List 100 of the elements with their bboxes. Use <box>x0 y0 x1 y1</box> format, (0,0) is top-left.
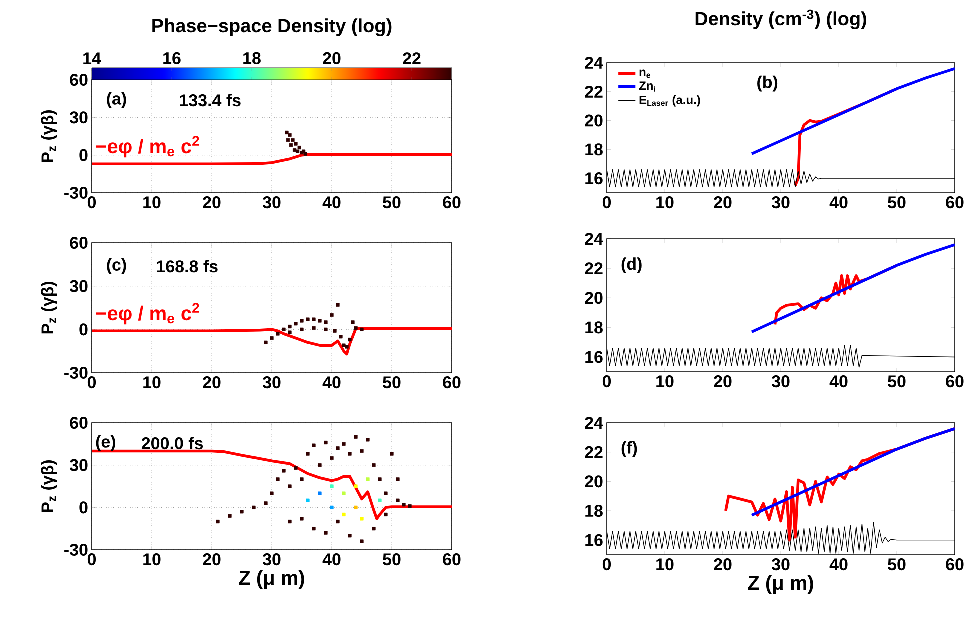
y-tick-label: 60 <box>70 236 88 250</box>
point <box>216 520 220 524</box>
annotation: (e) <box>96 435 116 452</box>
point <box>360 328 364 332</box>
point <box>366 478 370 482</box>
x-tick-label: 10 <box>144 196 161 209</box>
x-tick-label: 0 <box>602 196 612 209</box>
annotation: (c) <box>107 258 126 274</box>
x-tick-label: 60 <box>946 376 964 388</box>
color-bar-label: 16 <box>164 52 181 64</box>
annotation: 200.0 fs <box>142 437 204 450</box>
y-tick-label: 30 <box>70 459 88 472</box>
y-tick-label: 16 <box>586 351 603 364</box>
x-tick-label: 40 <box>830 376 848 388</box>
x-tick-label: 40 <box>322 196 341 209</box>
x-tick-label: 60 <box>443 376 461 389</box>
x-tick-label: 50 <box>888 196 906 209</box>
legend-label: Zn$_{i}$ <box>639 82 656 92</box>
point <box>354 484 358 488</box>
point <box>228 514 232 518</box>
x-tick-label: 10 <box>656 558 674 571</box>
point <box>286 138 290 142</box>
point <box>348 452 352 456</box>
point <box>333 329 337 333</box>
annotation: 133.4 fs <box>180 94 241 107</box>
x-tick-label: 30 <box>262 196 281 209</box>
x-tick-label: 0 <box>88 376 96 389</box>
point <box>396 498 400 502</box>
point <box>300 478 304 482</box>
y-tick-label: 18 <box>586 504 603 518</box>
point <box>336 446 340 450</box>
color-bar-label: 22 <box>403 52 421 64</box>
series-label: −eφ / m$_{e}$ c$^{2}$ <box>96 136 200 158</box>
point <box>318 464 322 468</box>
x-tick-label: 10 <box>144 554 161 566</box>
x-tick-label: 40 <box>322 376 341 389</box>
point <box>264 502 268 506</box>
point <box>330 484 334 488</box>
series-label: −eφ / m$_{e}$ c$^{2}$ <box>96 303 200 325</box>
point <box>336 520 340 524</box>
point <box>348 534 352 538</box>
color-bar-label: 18 <box>244 52 261 64</box>
point <box>342 344 346 348</box>
annotation: (a) <box>107 92 126 108</box>
x-tick-label: 10 <box>656 196 674 209</box>
point <box>312 527 316 531</box>
point <box>324 328 328 332</box>
point <box>318 319 322 323</box>
point <box>330 313 334 318</box>
y-axis-title: P$_{z}$ (γβ) <box>41 110 58 162</box>
x-tick-label: 20 <box>203 196 221 209</box>
point <box>300 319 304 323</box>
x-tick-label: 50 <box>383 196 401 209</box>
point <box>306 498 310 502</box>
x-tick-label: 50 <box>383 376 401 389</box>
x-tick-label: 0 <box>88 554 96 566</box>
annotation: (b) <box>758 76 778 92</box>
y-tick-label: 22 <box>585 262 603 274</box>
point <box>384 512 388 517</box>
point <box>372 464 376 468</box>
x-tick-label: 30 <box>262 554 281 566</box>
point <box>306 452 310 456</box>
y-axis-title: P$_{z}$ (γβ) <box>41 282 58 334</box>
point <box>336 303 340 307</box>
point <box>318 492 322 496</box>
point <box>291 138 295 142</box>
legend-label: n$_{e}$ <box>640 70 651 78</box>
chart-title: Density (cm$^{-3}$) (log) <box>696 10 866 30</box>
point <box>294 466 298 470</box>
x-tick-label: 50 <box>888 376 906 388</box>
x-tick-label: 20 <box>203 554 221 566</box>
point <box>360 449 364 454</box>
point <box>270 492 274 496</box>
point <box>342 512 346 517</box>
point <box>354 326 358 330</box>
point <box>298 146 302 150</box>
y-tick-label: 24 <box>585 417 604 429</box>
y-tick-label: 20 <box>585 292 603 304</box>
point <box>342 442 346 446</box>
point <box>312 318 316 322</box>
y-tick-label: 60 <box>70 416 88 430</box>
y-tick-label: -30 <box>64 544 88 556</box>
y-tick-label: 20 <box>585 114 603 127</box>
y-tick-label: 18 <box>586 144 603 156</box>
point <box>282 328 286 332</box>
point <box>324 320 328 324</box>
annotation: 168.8 fs <box>157 260 218 273</box>
x-tick-label: 30 <box>772 196 790 209</box>
point <box>312 326 316 330</box>
point <box>408 504 412 508</box>
point <box>312 444 316 448</box>
y-tick-label: 60 <box>70 74 88 86</box>
y-tick-label: -30 <box>64 366 88 380</box>
x-axis-title: Z (μ m) <box>748 575 814 594</box>
y-tick-label: 16 <box>586 172 603 185</box>
point <box>402 503 406 507</box>
annotation: (f) <box>622 441 638 458</box>
y-tick-label: 30 <box>70 112 88 124</box>
point <box>304 152 308 156</box>
y-tick-label: 24 <box>585 233 604 245</box>
